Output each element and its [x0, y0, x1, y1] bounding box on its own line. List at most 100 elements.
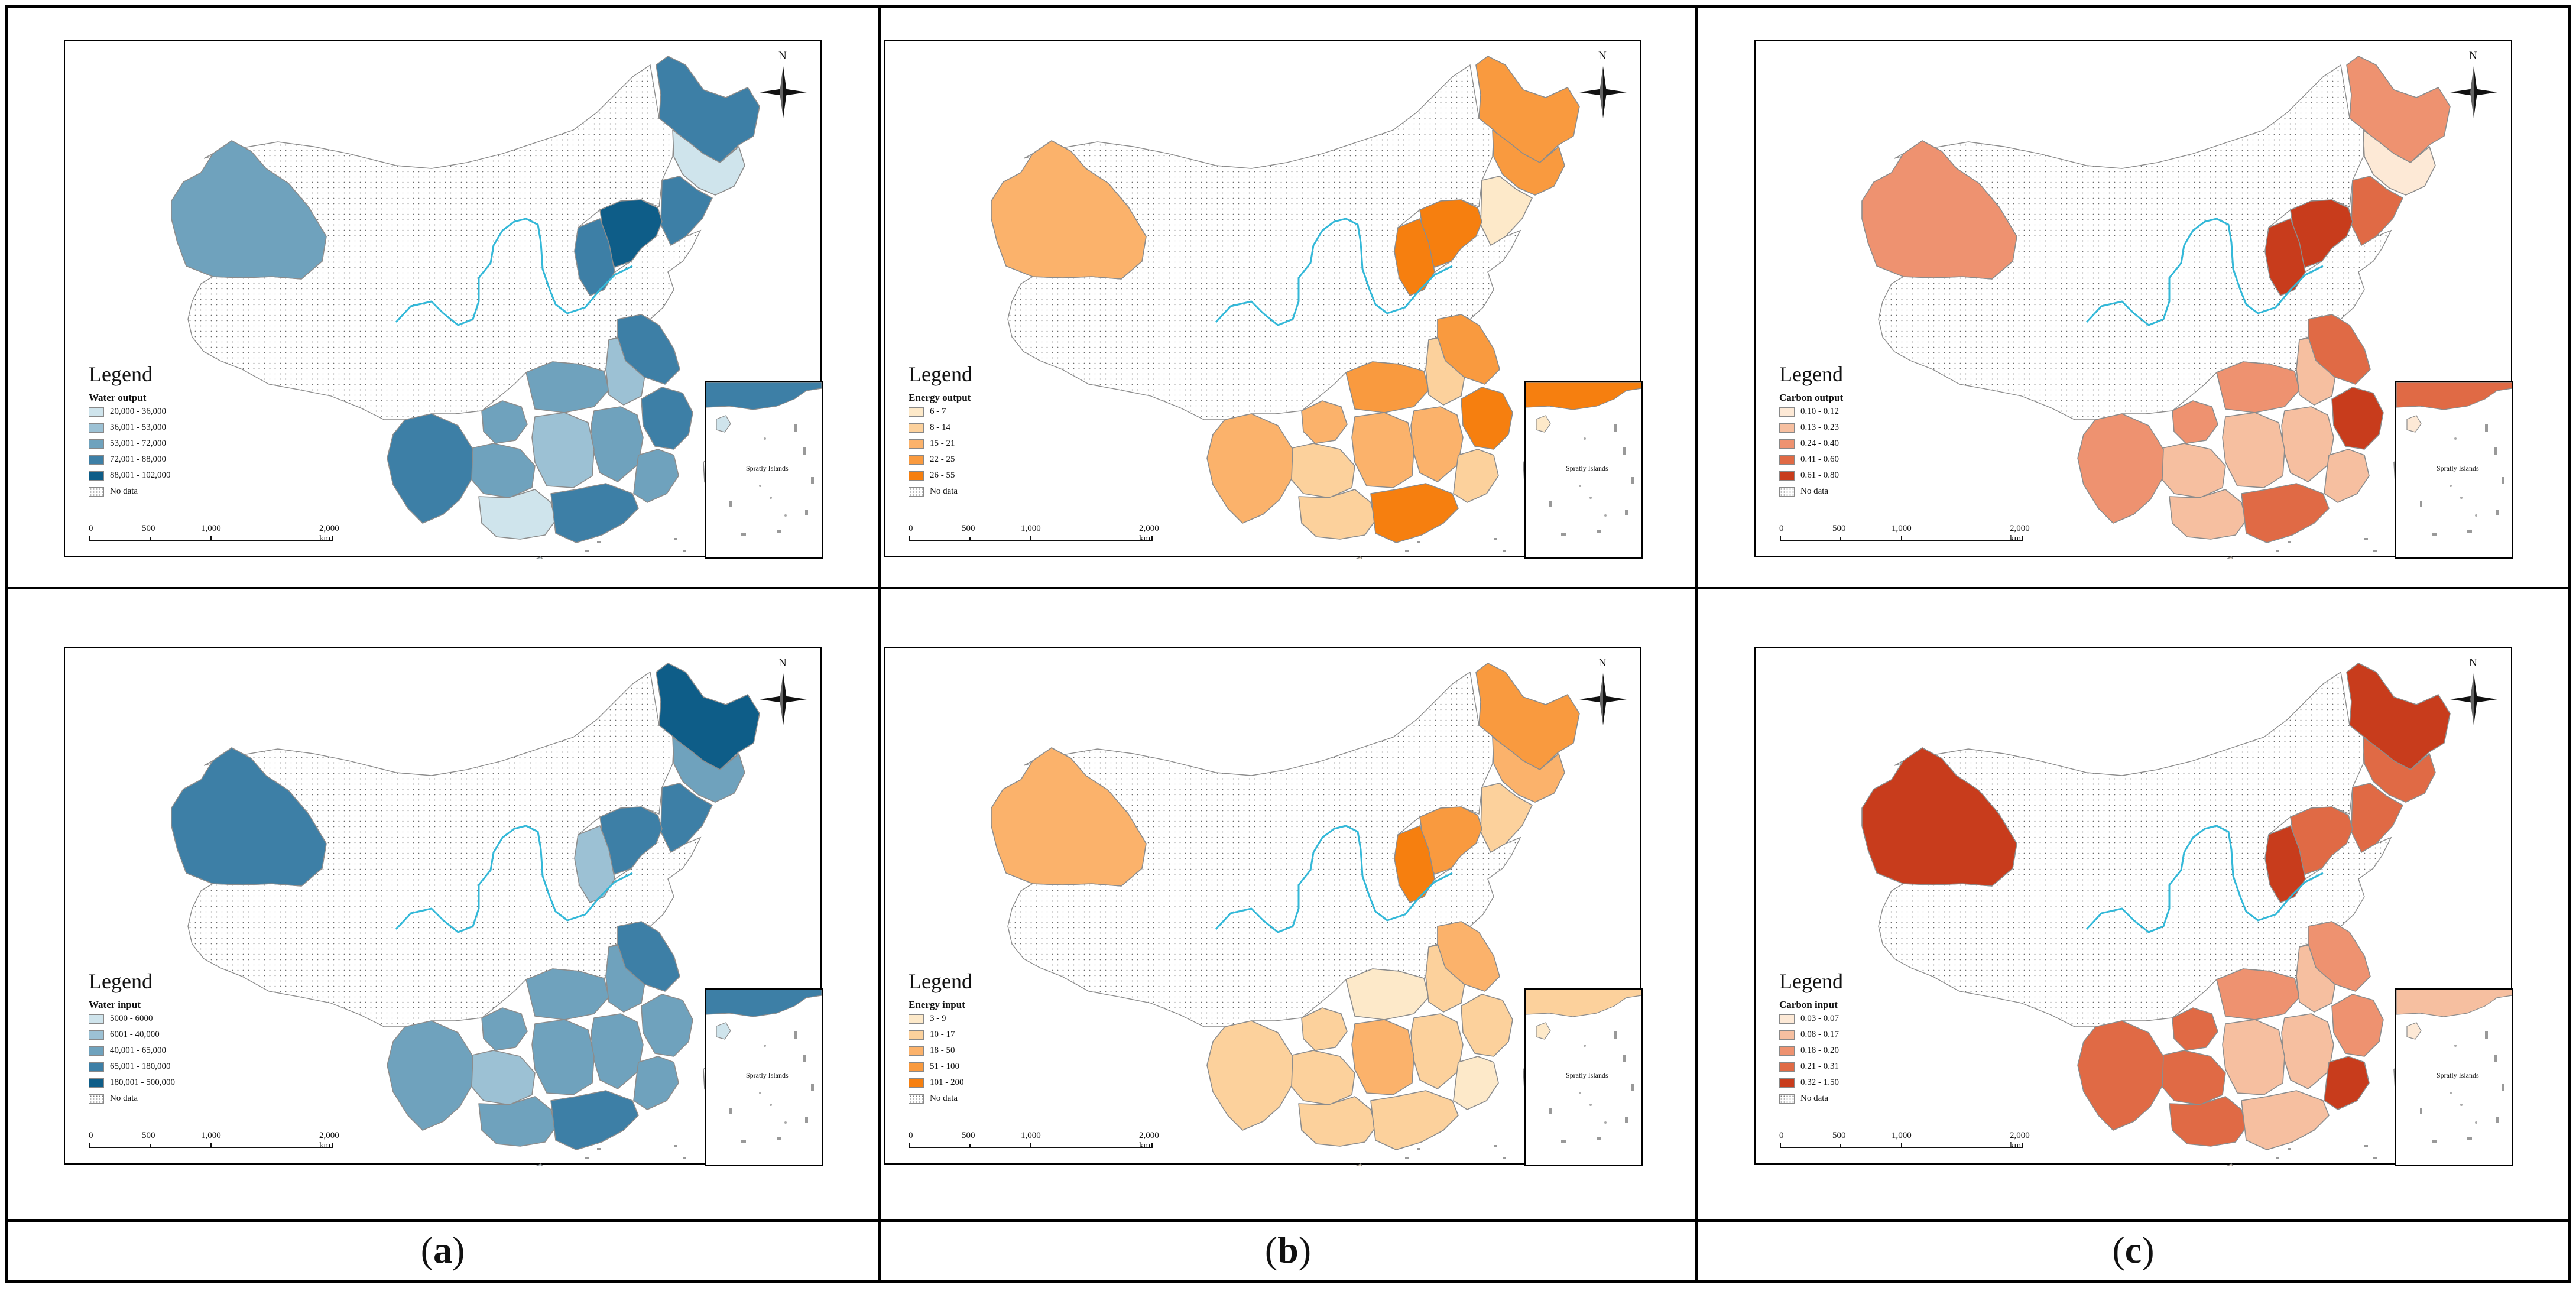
china-map [1861, 663, 2451, 1166]
legend-label: 0.13 - 0.23 [1800, 423, 1839, 432]
province-chongqing [1301, 1007, 1348, 1051]
province-hunan [531, 1019, 595, 1095]
legend-item: 15 - 21 [909, 436, 972, 452]
legend-item: 0.03 - 0.07 [1779, 1011, 1843, 1027]
island-mark [1494, 1145, 1497, 1147]
province-jiangsu [2308, 921, 2371, 992]
legend-swatch [1779, 1046, 1795, 1056]
scale-tick-label: 0 [89, 524, 93, 533]
island-mark [2364, 1145, 2368, 1147]
legend-swatch [909, 1014, 924, 1024]
legend-item: 0.08 - 0.17 [1779, 1027, 1843, 1043]
yellow-river-line [395, 218, 633, 326]
province-guangxi [478, 1096, 556, 1147]
table-border-middle [5, 587, 2571, 589]
legend-label: 101 - 200 [930, 1078, 964, 1087]
legend-item-no-data: No data [1779, 1091, 1843, 1107]
legend-label: No data [110, 486, 138, 496]
legend-item: 26 - 55 [909, 468, 972, 484]
province-hubei [2216, 361, 2300, 413]
province-guizhou [466, 443, 536, 498]
legend-item: 36,001 - 53,000 [89, 420, 171, 436]
island-mark [2276, 1157, 2279, 1159]
scale-tick-label: 1,000 [201, 524, 221, 533]
scale-tick-label: 0 [1779, 1131, 1784, 1140]
map-legend: Legend Carbon input 0.03 - 0.07 0.08 - 0.17… [1779, 971, 1843, 1107]
south-china-sea-inset: Spratly Islands [1524, 381, 1643, 559]
table-border-caption [5, 1219, 2571, 1222]
legend-label: 0.41 - 0.60 [1800, 455, 1839, 464]
legend-swatch [89, 471, 104, 481]
scale-tick-label: 2,000 km [2010, 524, 2030, 543]
scale-tick-label: 0 [909, 1131, 913, 1140]
legend-label: 0.10 - 0.12 [1800, 407, 1839, 416]
yellow-river-line [1215, 825, 1453, 933]
legend-item: 5000 - 6000 [89, 1011, 175, 1027]
legend-swatch [89, 1046, 104, 1056]
scale-bar: 0 500 1,000 2,000 km [89, 1131, 339, 1156]
province-chongqing [2172, 400, 2218, 444]
province-xinjiang [171, 747, 327, 887]
legend-title: Carbon input [1779, 999, 1838, 1010]
province-jilin [2363, 737, 2436, 803]
yellow-river-line [2085, 218, 2324, 326]
island-mark [1503, 550, 1506, 552]
scale-tick-label: 1,000 [1021, 1131, 1041, 1140]
legend-item: 0.41 - 0.60 [1779, 452, 1843, 468]
inset-label: Spratly Islands [2437, 1071, 2479, 1079]
no-data-region [187, 671, 702, 1027]
map-legend: Legend Carbon output 0.10 - 0.12 0.13 - 0.2… [1779, 364, 1843, 499]
province-xinjiang [171, 140, 327, 280]
yellow-river-line [395, 825, 633, 933]
legend-label: No data [930, 486, 958, 496]
legend-swatch [909, 1062, 924, 1072]
north-arrow-icon [757, 661, 810, 729]
caption-c: (c) [2112, 1229, 2155, 1271]
legend-label: 65,001 - 180,000 [110, 1062, 171, 1071]
caption-a: (a) [420, 1229, 465, 1271]
north-label: N [778, 657, 787, 669]
scale-tick-label: 500 [142, 524, 155, 533]
legend-swatch [1779, 1062, 1795, 1072]
province-fujian [2324, 1056, 2370, 1110]
no-data-region [1878, 64, 2392, 420]
province-jiangxi [591, 406, 644, 482]
legend-label: 51 - 100 [930, 1062, 959, 1071]
province-jilin [2363, 129, 2436, 196]
legend-heading: Legend [909, 362, 972, 386]
legend-label: 8 - 14 [930, 423, 950, 432]
province-zhejiang [1461, 387, 1513, 450]
table-border-top [5, 5, 2571, 8]
scale-tick-label: 1,000 [1892, 524, 1912, 533]
legend-item: 0.18 - 0.20 [1779, 1043, 1843, 1059]
province-xinjiang [991, 747, 1147, 887]
province-guangdong [550, 483, 639, 543]
no-data-region [1007, 671, 1521, 1027]
island-mark [585, 1157, 589, 1159]
legend-label: No data [1800, 486, 1829, 496]
map-panel: N Legend Carbon input 0.03 - 0.07 0.08 - 0.1… [1754, 647, 2513, 1166]
province-hainan [2226, 1163, 2234, 1166]
scale-tick-label: 2,000 km [2010, 1131, 2030, 1150]
legend-swatch [89, 1062, 104, 1072]
province-jiangxi [1410, 406, 1464, 482]
legend-label: No data [110, 1094, 138, 1103]
legend-swatch-no-data [89, 1094, 104, 1104]
province-guangxi [2169, 489, 2247, 540]
province-yunnan [1206, 1020, 1293, 1131]
province-hubei [525, 361, 609, 413]
province-liaoning [660, 176, 713, 246]
province-chongqing [1301, 400, 1348, 444]
province-jiangsu [617, 314, 680, 385]
no-data-region [1007, 64, 1521, 420]
china-map [991, 56, 1580, 559]
legend-label: No data [1800, 1094, 1829, 1103]
province-guizhou [1286, 1050, 1355, 1105]
legend-label: 0.08 - 0.17 [1800, 1030, 1839, 1039]
province-liaoning [2351, 783, 2403, 853]
map-legend: Legend Energy input 3 - 9 10 - 17 18 - 50 51 … [909, 971, 972, 1107]
legend-heading: Legend [1779, 969, 1843, 993]
china-map [1861, 56, 2451, 559]
legend-swatch [89, 1030, 104, 1040]
